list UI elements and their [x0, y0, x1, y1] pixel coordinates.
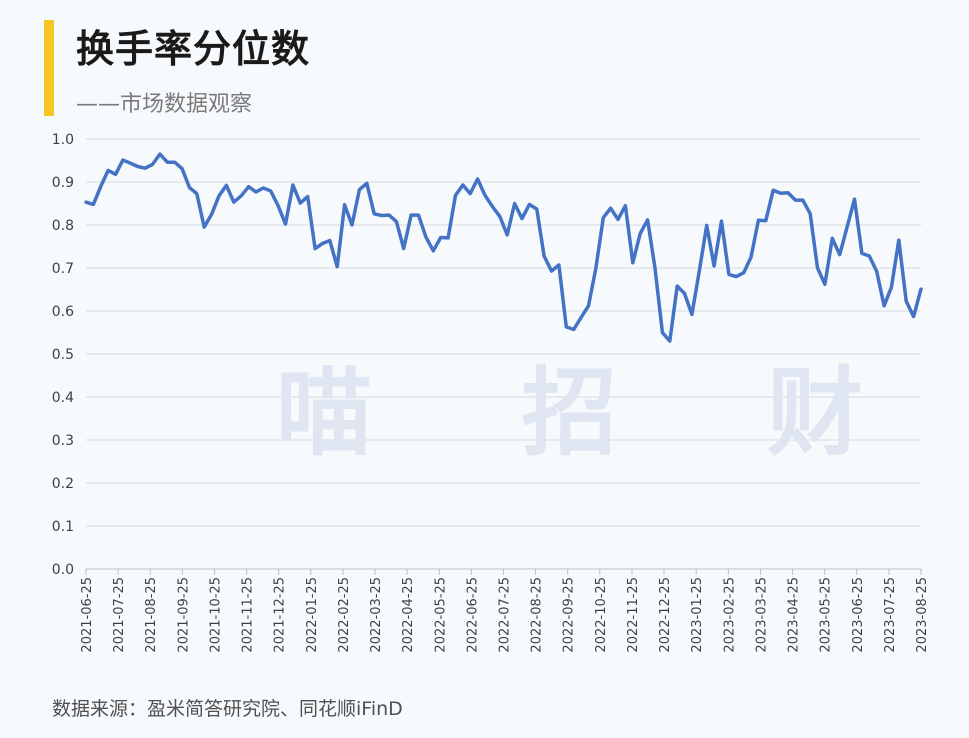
x-tick-label: 2022-06-25 [465, 577, 480, 653]
x-tick-label: 2022-05-25 [433, 577, 448, 653]
x-tick-label: 2022-03-25 [369, 577, 384, 653]
x-tick-label: 2021-08-25 [144, 577, 159, 653]
x-tick-label: 2022-09-25 [562, 577, 577, 653]
x-tick-label: 2021-11-25 [241, 577, 256, 653]
x-tick-label: 2023-07-25 [883, 577, 898, 653]
x-tick-label: 2023-05-25 [819, 577, 834, 653]
x-tick-label: 2022-04-25 [401, 577, 416, 653]
x-tick-label: 2023-04-25 [787, 577, 802, 653]
y-tick-label: 0.0 [52, 562, 74, 578]
x-tick-label: 2022-10-25 [594, 577, 609, 653]
y-tick-label: 0.8 [52, 218, 74, 234]
y-tick-label: 0.6 [52, 304, 74, 320]
title-accent-bar [44, 20, 54, 116]
y-tick-label: 0.4 [52, 390, 74, 406]
y-tick-label: 0.3 [52, 433, 74, 449]
x-tick-label: 2022-11-25 [626, 577, 641, 653]
y-tick-label: 0.9 [52, 175, 74, 191]
page-subtitle: ——市场数据观察 [76, 92, 253, 117]
page-title: 换手率分位数 [76, 27, 311, 71]
y-tick-label: 1.0 [52, 132, 74, 148]
x-tick-label: 2023-02-25 [722, 577, 737, 653]
x-tick-label: 2023-01-25 [690, 577, 705, 653]
watermark-text: 喵 招 财 [276, 357, 921, 469]
x-tick-label: 2023-08-25 [915, 577, 930, 653]
data-source-note: 数据来源：盈米简答研究院、同花顺iFinD [52, 698, 403, 720]
x-tick-label: 2021-06-25 [80, 577, 95, 653]
x-tick-label: 2021-07-25 [112, 577, 127, 653]
x-tick-label: 2021-09-25 [176, 577, 191, 653]
x-tick-label: 2022-07-25 [498, 577, 513, 653]
x-tick-label: 2021-12-25 [273, 577, 288, 653]
y-tick-label: 0.1 [52, 519, 74, 535]
y-tick-label: 0.7 [52, 261, 74, 277]
x-tick-label: 2022-08-25 [530, 577, 545, 653]
x-tick-label: 2021-10-25 [208, 577, 223, 653]
x-tick-label: 2022-12-25 [658, 577, 673, 653]
x-tick-label: 2022-01-25 [305, 577, 320, 653]
y-tick-label: 0.2 [52, 476, 74, 492]
x-tick-label: 2023-06-25 [851, 577, 866, 653]
x-tick-label: 2023-03-25 [754, 577, 769, 653]
x-tick-label: 2022-02-25 [337, 577, 352, 653]
series-line [84, 152, 923, 343]
y-tick-label: 0.5 [52, 347, 74, 363]
